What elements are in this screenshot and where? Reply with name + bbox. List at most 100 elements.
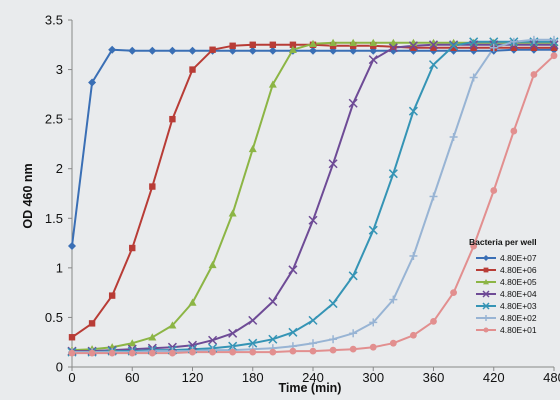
data-point: [128, 46, 137, 55]
data-point: [549, 40, 559, 50]
data-point: [308, 315, 318, 325]
marker-stroke: [489, 37, 499, 47]
marker-stroke: [228, 328, 238, 338]
data-point: [388, 169, 398, 179]
legend-label: 4.80E+05: [500, 277, 537, 287]
data-point: [449, 132, 458, 141]
marker-stroke: [469, 40, 479, 50]
data-point: [68, 349, 76, 357]
data-point: [309, 46, 317, 55]
data-point: [369, 38, 378, 47]
x-tick-label: 180: [242, 370, 264, 385]
data-point: [209, 46, 216, 53]
marker-stroke: [248, 338, 258, 348]
marker-stroke: [388, 169, 398, 179]
data-point: [469, 37, 479, 47]
data-point: [328, 299, 338, 309]
data-point: [529, 35, 538, 44]
data-point: [489, 43, 498, 52]
legend-item: 4.80E+04: [476, 289, 537, 299]
data-point: [268, 46, 277, 55]
data-point: [309, 39, 317, 47]
legend-label: 4.80E+01: [500, 325, 537, 335]
series-markers: [68, 52, 558, 357]
data-point: [368, 225, 378, 235]
data-point: [248, 144, 257, 153]
data-point: [530, 71, 538, 78]
data-point: [248, 46, 257, 55]
data-point: [169, 115, 176, 123]
marker-stroke: [348, 271, 358, 281]
data-point: [148, 333, 157, 341]
y-axis-label: OD 460 nm: [21, 163, 35, 228]
data-point: [108, 349, 116, 357]
x-tick-label: 240: [302, 370, 324, 385]
data-point: [128, 349, 136, 357]
y-tick-label: 0: [56, 360, 63, 375]
legend-label: 4.80E+06: [500, 265, 537, 275]
data-point: [148, 46, 157, 55]
data-point: [229, 42, 236, 49]
data-point: [228, 209, 237, 217]
legend-label: 4.80E+07: [500, 253, 537, 263]
data-point: [550, 35, 558, 44]
data-point: [469, 40, 479, 50]
legend: Bacteria per well 4.80E+07 4.80E+06 4.80E+…: [469, 237, 537, 335]
data-point: [368, 55, 378, 65]
data-point: [68, 242, 76, 251]
data-point: [248, 315, 258, 325]
legend-label: 4.80E+02: [500, 313, 537, 323]
legend-label: 4.80E+04: [500, 289, 537, 299]
data-point: [268, 80, 277, 88]
data-point: [482, 302, 490, 310]
data-point: [208, 260, 217, 269]
data-point: [428, 60, 439, 70]
data-point: [490, 187, 498, 194]
data-point: [410, 331, 417, 339]
data-point: [428, 40, 439, 50]
data-point: [309, 347, 317, 355]
data-point: [430, 317, 437, 325]
data-point: [249, 348, 257, 356]
marker-stroke: [308, 315, 318, 325]
marker-stroke: [549, 40, 559, 50]
data-point: [169, 349, 176, 357]
y-tick-label: 1: [56, 260, 63, 275]
data-point: [482, 290, 490, 298]
data-point: [389, 295, 398, 304]
data-point: [228, 328, 238, 338]
data-point: [187, 340, 198, 350]
marker-stroke: [469, 37, 479, 47]
legend-label: 4.80E+03: [500, 301, 537, 311]
data-point: [349, 345, 357, 353]
data-point: [389, 339, 397, 347]
data-point: [389, 38, 398, 47]
data-point: [510, 127, 518, 135]
data-point: [408, 106, 418, 116]
y-tick-label: 1.5: [45, 211, 63, 226]
data-point: [429, 192, 438, 201]
marker-stroke: [368, 55, 378, 65]
legend-item: 4.80E+07: [476, 253, 537, 263]
x-tick-label: 60: [125, 370, 139, 385]
marker-stroke: [248, 315, 258, 325]
data-point: [329, 335, 338, 344]
data-point: [550, 44, 558, 51]
data-point: [408, 41, 418, 51]
data-point: [168, 321, 177, 329]
data-point: [329, 38, 338, 47]
x-tick-label: 360: [423, 370, 445, 385]
marker-stroke: [288, 327, 298, 337]
data-point: [288, 265, 298, 275]
x-axis-label: Time (min): [279, 381, 342, 395]
marker-stroke: [328, 299, 338, 309]
y-tick-label: 3: [56, 62, 63, 77]
data-point: [483, 255, 489, 261]
data-point: [189, 348, 196, 356]
legend-item: 4.80E+03: [476, 301, 537, 311]
marker-stroke: [482, 290, 490, 298]
marker-stroke: [268, 297, 278, 307]
data-point: [288, 45, 297, 53]
data-point: [529, 40, 539, 50]
data-point: [483, 315, 489, 321]
